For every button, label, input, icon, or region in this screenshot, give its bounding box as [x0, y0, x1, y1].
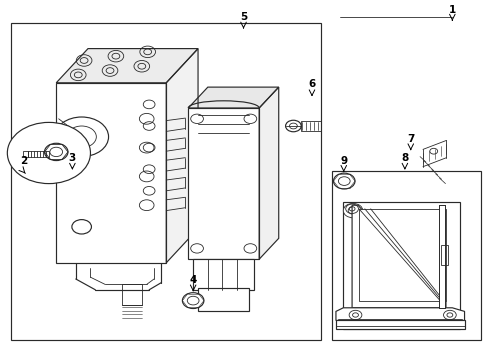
- Polygon shape: [335, 308, 464, 320]
- Circle shape: [285, 120, 301, 132]
- Circle shape: [429, 148, 437, 154]
- Bar: [198, 288, 249, 311]
- Polygon shape: [56, 83, 166, 263]
- Polygon shape: [166, 49, 198, 263]
- Text: 4: 4: [189, 275, 197, 285]
- Text: 5: 5: [240, 12, 246, 22]
- Polygon shape: [188, 87, 278, 108]
- Bar: [193, 259, 254, 290]
- Bar: [343, 202, 459, 329]
- Bar: [188, 108, 259, 259]
- Circle shape: [7, 122, 90, 184]
- Polygon shape: [438, 205, 444, 308]
- Bar: [11, 23, 321, 340]
- Polygon shape: [351, 205, 445, 308]
- Text: 7: 7: [406, 134, 414, 144]
- Bar: [440, 245, 447, 265]
- Bar: [23, 151, 28, 157]
- Polygon shape: [188, 108, 259, 259]
- Circle shape: [182, 293, 203, 309]
- Polygon shape: [335, 320, 464, 329]
- Polygon shape: [358, 209, 445, 301]
- Text: 2: 2: [20, 156, 27, 166]
- Circle shape: [333, 173, 354, 189]
- Text: 6: 6: [308, 79, 315, 89]
- Bar: [28, 151, 49, 157]
- Text: 8: 8: [401, 153, 407, 163]
- Bar: [56, 83, 166, 263]
- Text: 1: 1: [448, 5, 455, 15]
- Polygon shape: [343, 202, 459, 329]
- Text: 3: 3: [69, 153, 76, 163]
- Bar: [331, 171, 480, 340]
- Polygon shape: [56, 49, 198, 83]
- Bar: [122, 284, 142, 305]
- Polygon shape: [259, 87, 278, 259]
- Circle shape: [343, 203, 362, 218]
- Text: 9: 9: [340, 156, 346, 166]
- Bar: [301, 121, 320, 131]
- Circle shape: [44, 143, 68, 161]
